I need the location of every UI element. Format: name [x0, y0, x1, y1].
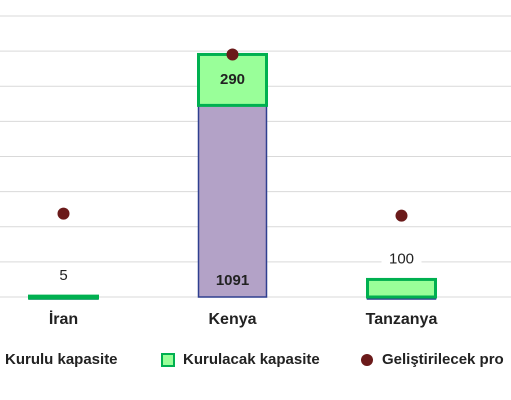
dot — [57, 207, 70, 220]
x-tick-label: Tanzanya — [366, 311, 438, 328]
data-label: 100 — [389, 250, 414, 267]
label-bg — [43, 266, 84, 287]
dot — [395, 209, 408, 222]
bar-segment — [366, 277, 437, 299]
legend-label: Kurulacak kapasite — [183, 351, 320, 368]
legend-label: Geliştirilecek pro — [382, 351, 504, 368]
legend-label: Kurulu kapasite — [5, 351, 118, 368]
legend-marker — [161, 353, 175, 367]
label-bg — [381, 249, 422, 270]
x-tick-label: İran — [49, 310, 78, 328]
x-tick-label: Kenya — [208, 311, 256, 328]
data-label: 5 — [59, 267, 67, 284]
bar-segment — [197, 52, 268, 107]
bar-segment — [197, 104, 268, 298]
data-label: 290 — [220, 71, 245, 88]
bar-segment — [28, 294, 99, 300]
dot — [226, 48, 239, 61]
legend-marker — [361, 354, 373, 366]
data-label: 1091 — [216, 272, 249, 289]
